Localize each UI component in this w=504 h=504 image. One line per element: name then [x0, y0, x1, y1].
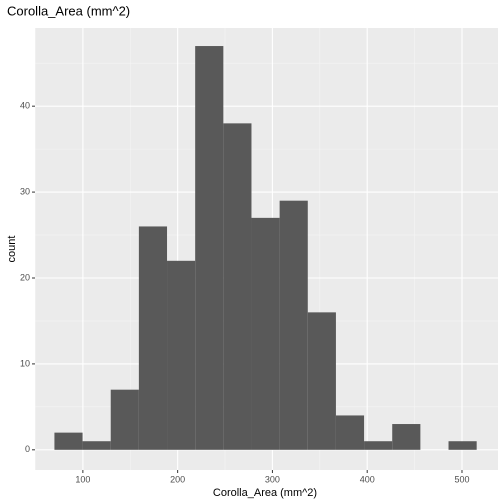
bar — [364, 441, 393, 450]
bar — [138, 226, 168, 450]
bar — [251, 217, 280, 450]
bar — [195, 46, 224, 450]
y-tick-label: 20 — [20, 272, 30, 282]
bar — [54, 432, 83, 450]
chart-title: Corolla_Area (mm^2) — [7, 3, 130, 18]
bar — [223, 123, 252, 450]
y-tick-label: 10 — [20, 358, 30, 368]
bar — [392, 424, 421, 450]
bar — [448, 441, 477, 450]
x-tick-label: 200 — [170, 474, 185, 484]
y-tick-label: 30 — [20, 186, 30, 196]
y-tick-label: 0 — [25, 444, 30, 454]
y-axis-title: count — [6, 236, 18, 263]
x-tick-label: 400 — [360, 474, 375, 484]
x-axis-title: Corolla_Area (mm^2) — [213, 487, 317, 499]
x-tick-label: 100 — [75, 474, 90, 484]
bar — [110, 389, 139, 450]
bar — [167, 260, 196, 450]
y-tick-label: 40 — [20, 101, 30, 111]
bar — [335, 415, 365, 450]
bar — [279, 200, 308, 450]
x-tick-label: 300 — [265, 474, 280, 484]
x-tick-label: 500 — [454, 474, 469, 484]
bar — [82, 441, 111, 450]
bar — [307, 312, 336, 450]
